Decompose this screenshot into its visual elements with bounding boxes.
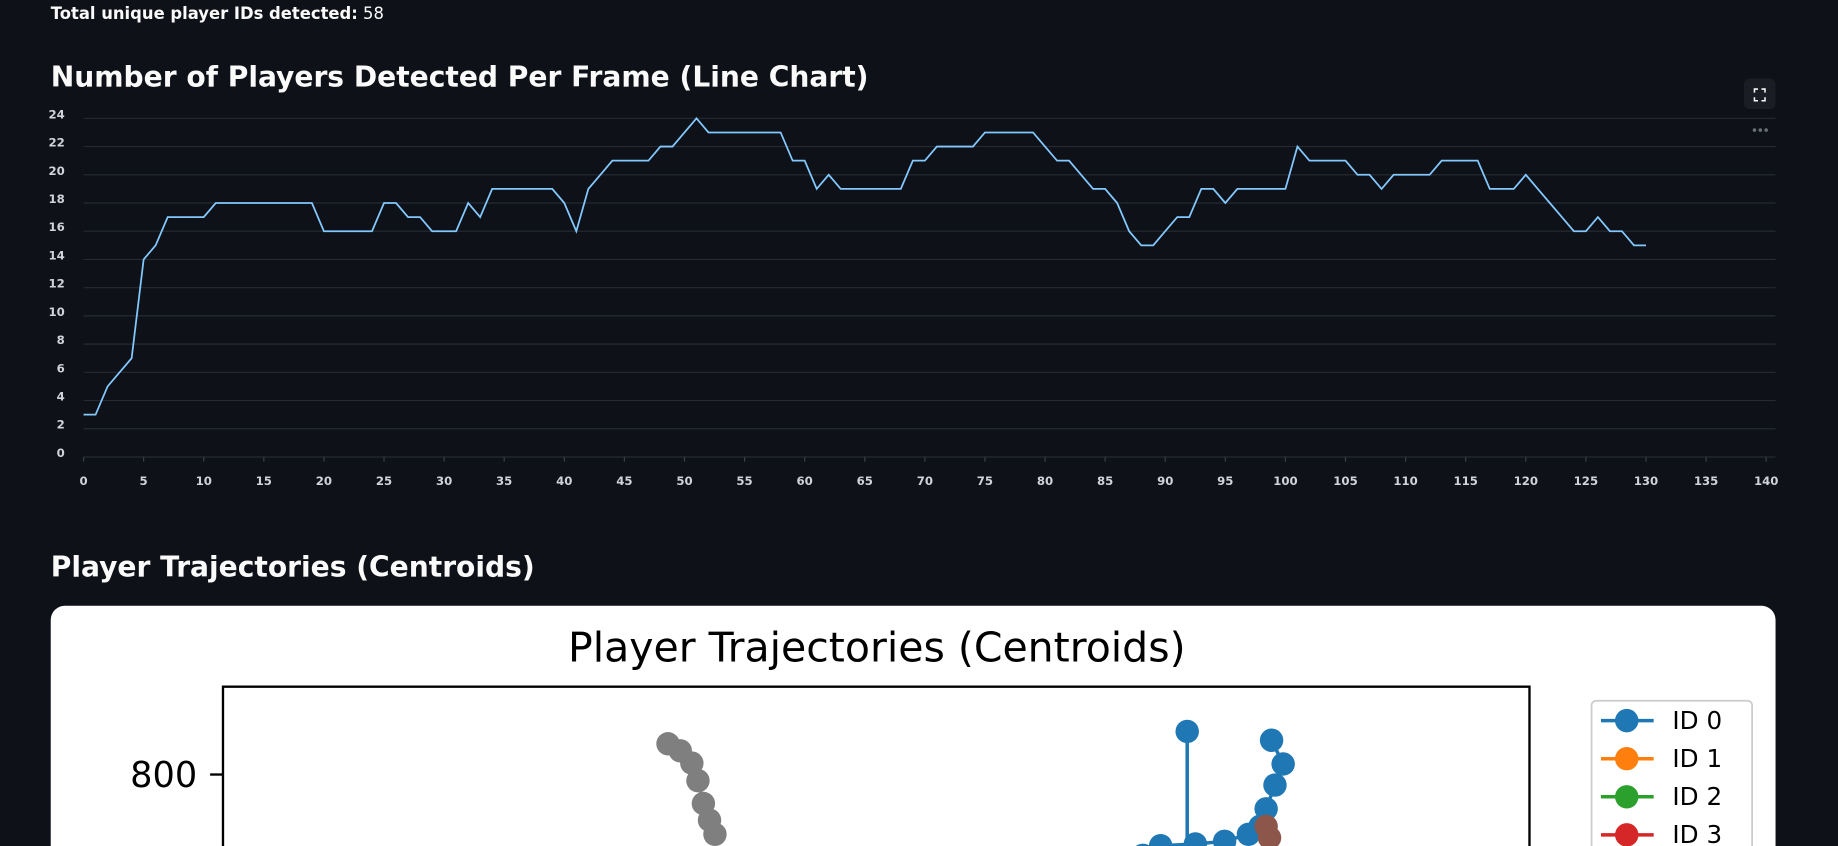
x-tick-label: 45 [616,474,632,488]
summary: Total unique player IDs detected: 58 [51,4,384,23]
data-line [83,116,1646,416]
x-tick-label: 0 [79,474,87,488]
fullscreen-button[interactable] [1743,78,1776,109]
trajectory-point [680,751,704,775]
trajectory-point [1212,829,1237,846]
y-tick-label: 8 [57,333,65,347]
figure-card [50,605,1776,846]
x-tick-label: 20 [316,474,332,488]
y-tick-label: 16 [49,220,65,234]
y-tick-label: 10 [49,305,65,319]
legend-label: ID 3 [1672,820,1722,846]
trajectory-point [686,768,710,793]
x-tick-label: 105 [1333,474,1357,488]
x-tick-label: 60 [797,474,813,488]
x-tick-label: 35 [496,474,512,488]
x-tick-label: 55 [736,474,752,488]
trajectory-point [1259,728,1284,752]
summary-label: Total unique player IDs detected: [51,4,358,23]
plot-area [656,719,1295,846]
plot-frame [221,685,1531,846]
x-tick-label: 80 [1037,474,1053,488]
chart-menu[interactable] [1752,128,1768,132]
trajectory-point [1263,773,1287,797]
x-tick-label: 15 [256,474,272,488]
y-tick-label: 14 [49,248,65,262]
summary-value: 58 [363,4,384,23]
legend-swatch-marker [1615,746,1639,771]
y-tick-label: 800 [130,755,197,796]
x-tick-label: 100 [1273,474,1297,488]
x-tick-label: 5 [140,474,148,488]
y-tick-label: 20 [49,164,65,178]
chart-title: Player Trajectories (Centroids) [568,623,1186,671]
x-tick-label: 110 [1393,474,1417,488]
y-tick-label: 22 [49,136,65,150]
x-tick-label: 75 [977,474,993,488]
legend-swatch-marker [1615,823,1639,846]
x-tick-label: 120 [1514,474,1538,488]
legend-swatch-marker [1615,708,1639,733]
x-tick-label: 140 [1754,474,1778,488]
trajectory-point [1183,832,1208,846]
x-tick-label: 85 [1097,474,1113,488]
y-tick-label: 4 [57,390,65,404]
y-tick-label: 0 [57,446,65,460]
x-tick-label: 70 [917,474,933,488]
legend-label: ID 0 [1672,706,1722,735]
y-tick-label: 18 [49,192,65,206]
trajectory-point [1271,752,1295,776]
trajectory-point [703,822,727,846]
trajectory-chart: Player Trajectories (Centroids) 800 ID 0 ID… [130,623,1753,846]
x-tick-label: 90 [1157,474,1173,488]
legend-box [1590,699,1753,846]
y-tick-label: 12 [49,277,65,291]
x-tick-label: 40 [556,474,572,488]
fullscreen-icon [1753,88,1766,102]
section-heading: Number of Players Detected Per Frame (Li… [51,61,869,94]
x-tick-label: 125 [1574,474,1598,488]
x-tick-label: 25 [376,474,392,488]
x-tick-label: 130 [1634,474,1658,488]
y-tick-label: 24 [49,107,65,121]
x-tick-label: 10 [196,474,212,488]
trajectory-point [1135,843,1150,846]
y-tick-label: 6 [57,361,65,375]
legend-swatch-marker [1615,785,1639,809]
x-tick-label: 135 [1694,474,1718,488]
x-tick-label: 30 [436,474,452,488]
section-heading: Player Trajectories (Centroids) [51,550,535,583]
trajectory-point [1254,814,1278,839]
x-tick-label: 50 [676,474,692,488]
legend-label: ID 2 [1672,782,1722,811]
legend-label: ID 1 [1672,744,1722,773]
x-tick-label: 95 [1217,474,1233,488]
x-tick-label: 115 [1453,474,1477,488]
trajectory-point [1175,719,1199,744]
y-tick-label: 2 [57,418,65,432]
x-tick-label: 65 [857,474,873,488]
trajectory-point [1148,833,1173,846]
trajectory-point [1254,797,1278,821]
